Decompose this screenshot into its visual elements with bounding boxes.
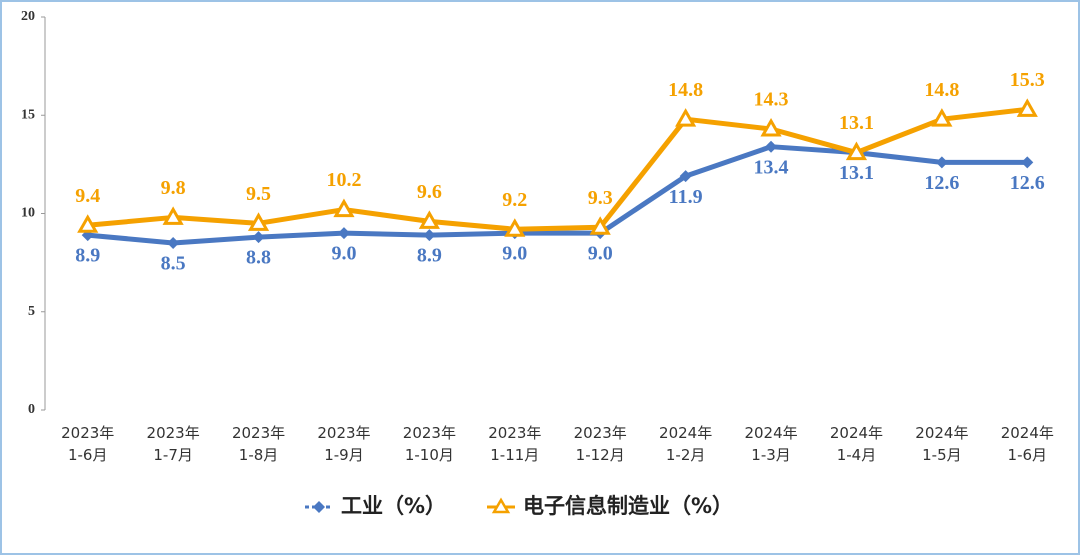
data-label: 9.3 xyxy=(588,187,613,209)
data-label: 14.3 xyxy=(754,89,789,111)
point xyxy=(167,236,180,249)
legend-label: 电子信息制造业（%） xyxy=(523,494,733,518)
point xyxy=(845,141,868,161)
point xyxy=(935,156,948,169)
data-label: 8.9 xyxy=(75,245,100,267)
data-label: 15.3 xyxy=(1010,69,1045,91)
data-label: 9.5 xyxy=(246,183,271,205)
data-label: 9.2 xyxy=(502,189,527,211)
data-label: 9.0 xyxy=(502,243,527,265)
series-line xyxy=(87,106,1028,232)
point xyxy=(760,117,782,137)
data-label: 9.0 xyxy=(588,243,613,265)
x-tick-label: 2023年 1-7月 xyxy=(147,424,200,464)
x-tick-label: 2023年 1-11月 xyxy=(488,424,541,464)
legend-label: 工业（%） xyxy=(341,494,446,518)
x-tick-label: 2024年 1-6月 xyxy=(1001,424,1054,464)
point xyxy=(247,212,270,231)
data-label: 13.4 xyxy=(754,156,789,178)
legend-marker xyxy=(491,497,511,514)
x-tick-label: 2023年 1-9月 xyxy=(317,424,370,464)
point xyxy=(77,214,99,233)
x-tick-label: 2023年 1-8月 xyxy=(232,424,285,464)
y-tick-label: 15 xyxy=(21,107,35,122)
point xyxy=(589,216,611,235)
point xyxy=(423,229,436,242)
x-tick-label: 2023年 1-10月 xyxy=(403,424,456,464)
point xyxy=(1021,156,1034,169)
data-label: 11.9 xyxy=(669,186,703,208)
point xyxy=(931,108,953,127)
point xyxy=(504,218,526,237)
data-label: 13.1 xyxy=(839,112,874,134)
point xyxy=(675,108,697,127)
x-tick-label: 2024年 1-5月 xyxy=(915,424,968,464)
point xyxy=(418,210,440,229)
y-tick-label: 10 xyxy=(21,206,35,221)
data-label: 14.8 xyxy=(924,79,959,101)
point xyxy=(679,170,692,183)
data-label: 12.6 xyxy=(924,172,959,194)
data-label: 9.6 xyxy=(417,181,442,203)
data-label: 13.1 xyxy=(839,162,874,184)
y-tick-label: 20 xyxy=(21,9,35,24)
point xyxy=(765,140,778,153)
data-label: 8.8 xyxy=(246,247,271,269)
x-tick-label: 2023年 1-12月 xyxy=(574,424,627,464)
data-label: 12.6 xyxy=(1010,172,1045,194)
data-label: 14.8 xyxy=(668,79,703,101)
x-tick-label: 2024年 1-4月 xyxy=(830,424,883,464)
data-label: 9.4 xyxy=(75,185,100,207)
data-label: 9.0 xyxy=(331,243,356,265)
x-tick-label: 2023年 1-6月 xyxy=(61,424,114,464)
data-label: 8.5 xyxy=(161,253,186,275)
data-label: 8.9 xyxy=(417,245,442,267)
series-line xyxy=(87,144,1028,246)
point xyxy=(1016,98,1038,117)
data-label: 9.8 xyxy=(161,177,186,199)
x-tick-label: 2024年 1-3月 xyxy=(744,424,797,464)
y-tick-label: 5 xyxy=(28,304,35,319)
point xyxy=(162,206,184,225)
y-tick-label: 0 xyxy=(28,402,35,417)
point xyxy=(333,198,355,218)
data-label: 10.2 xyxy=(326,169,361,191)
point xyxy=(252,231,265,244)
x-tick-label: 2024年 1-2月 xyxy=(659,424,712,464)
legend-marker xyxy=(313,501,325,513)
point xyxy=(337,227,350,240)
